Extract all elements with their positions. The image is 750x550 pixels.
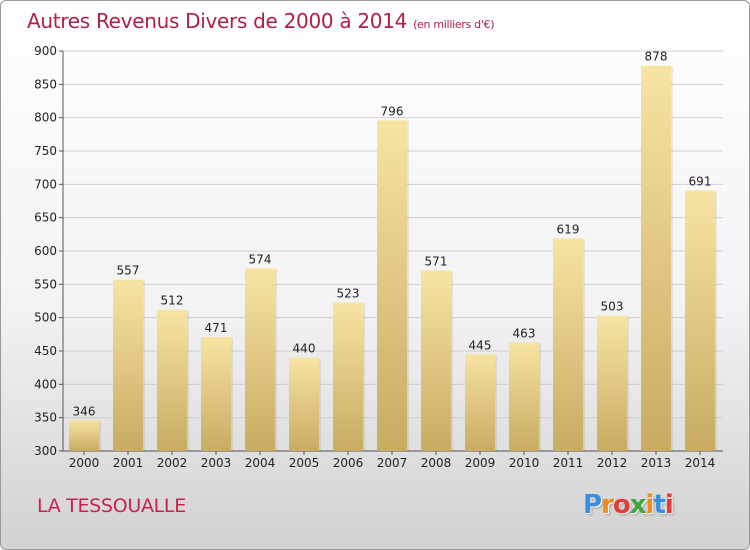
x-tick-label: 2011 (553, 456, 584, 470)
x-tick-label: 2009 (465, 456, 496, 470)
logo-letter: r (601, 490, 614, 520)
data-label: 557 (117, 264, 140, 278)
bar (69, 420, 99, 451)
data-label: 503 (601, 300, 624, 314)
chart-unit: (en milliers d'€) (413, 18, 495, 31)
y-tick-label: 650 (34, 211, 57, 225)
bar (245, 268, 275, 451)
y-tick-label: 600 (34, 244, 57, 258)
chart-title: Autres Revenus Divers de 2000 à 2014 (en … (27, 9, 495, 33)
data-label: 445 (469, 338, 492, 352)
x-tick-label: 2001 (113, 456, 144, 470)
data-label: 574 (249, 252, 272, 266)
x-tick-label: 2014 (685, 456, 716, 470)
x-tick-label: 2008 (421, 456, 452, 470)
x-tick-label: 2006 (333, 456, 364, 470)
y-tick-label: 300 (34, 444, 57, 458)
x-tick-label: 2005 (289, 456, 320, 470)
x-tick-label: 2012 (597, 456, 628, 470)
bar (377, 120, 407, 451)
bar (421, 270, 451, 451)
bar (641, 65, 671, 452)
data-label: 440 (293, 342, 316, 356)
y-tick-label: 800 (34, 111, 57, 125)
x-tick-label: 2000 (69, 456, 100, 470)
bar (685, 190, 715, 452)
y-tick-label: 550 (34, 277, 57, 291)
y-tick-label: 700 (34, 177, 57, 191)
y-tick-label: 750 (34, 144, 57, 158)
data-label: 523 (337, 286, 360, 300)
logo-letter: o (612, 490, 631, 520)
y-tick-label: 500 (34, 311, 57, 325)
data-label: 471 (205, 321, 228, 335)
logo-letter: i (645, 490, 655, 520)
location-label: LA TESSOUALLE (37, 495, 186, 517)
bar (333, 302, 363, 451)
data-label: 571 (425, 254, 448, 268)
x-tick-label: 2003 (201, 456, 232, 470)
data-label: 619 (557, 222, 580, 236)
bar (201, 337, 231, 451)
bar (289, 357, 319, 451)
data-label: 691 (689, 174, 712, 188)
proxiti-logo[interactable]: Proxiti (583, 490, 674, 520)
y-tick-label: 900 (34, 44, 57, 58)
bar (113, 279, 143, 451)
y-tick-label: 350 (34, 411, 57, 425)
x-tick-label: 2004 (245, 456, 276, 470)
x-tick-label: 2010 (509, 456, 540, 470)
bar (157, 309, 187, 451)
y-tick-label: 850 (34, 77, 57, 91)
data-label: 878 (645, 50, 668, 64)
logo-letter: x (629, 490, 647, 520)
data-label: 346 (73, 404, 96, 418)
bar (509, 342, 539, 451)
bar (597, 315, 627, 451)
logo-letter: t (653, 490, 665, 520)
data-label: 463 (513, 326, 536, 340)
x-tick-label: 2007 (377, 456, 408, 470)
y-tick-label: 400 (34, 377, 57, 391)
x-tick-label: 2013 (641, 456, 672, 470)
bar (553, 238, 583, 451)
logo-letter: P (583, 490, 602, 520)
data-label: 796 (381, 104, 404, 118)
data-label: 512 (161, 294, 184, 308)
y-tick-label: 450 (34, 344, 57, 358)
logo-letter: i (664, 490, 674, 520)
x-tick-label: 2002 (157, 456, 188, 470)
bar (465, 354, 495, 451)
